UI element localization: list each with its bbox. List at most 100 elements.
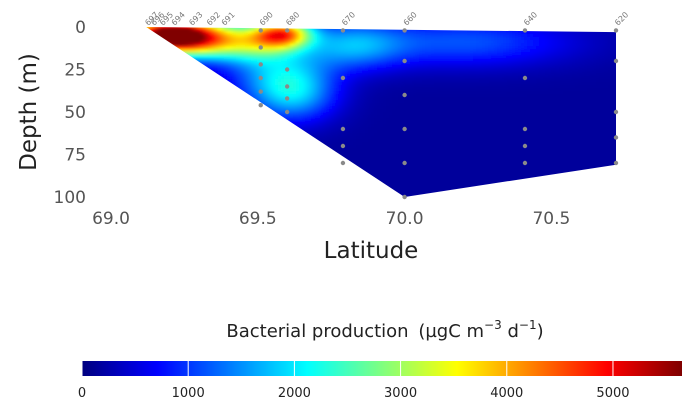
heat-cell: [209, 127, 213, 131]
heat-cell: [155, 112, 159, 116]
heat-cell: [362, 100, 366, 104]
heat-cell: [278, 184, 282, 188]
heat-cell: [356, 130, 360, 134]
heat-cell: [320, 73, 324, 77]
heat-cell: [380, 142, 384, 146]
heat-cell: [161, 112, 165, 116]
heat-cell: [251, 178, 255, 182]
heat-cell: [314, 103, 318, 107]
heat-cell: [227, 160, 231, 164]
heat-cell: [155, 139, 159, 143]
heat-cell: [344, 130, 348, 134]
heat-cell: [230, 130, 234, 134]
heat-cell: [368, 97, 372, 101]
heat-cell: [149, 199, 153, 203]
heat-cell: [269, 64, 273, 68]
heat-cell: [152, 163, 156, 167]
heat-cell: [350, 127, 354, 131]
heat-cell: [254, 124, 258, 128]
heat-cell: [188, 136, 192, 140]
heat-cell: [140, 154, 144, 158]
heat-cell: [278, 157, 282, 161]
heat-cell: [290, 46, 294, 50]
heat-cell: [380, 187, 384, 191]
heat-cell: [338, 142, 342, 146]
heat-cell: [215, 187, 219, 191]
heat-cell: [149, 148, 153, 152]
heat-cell: [203, 85, 207, 89]
heat-cell: [212, 31, 216, 35]
heat-cell: [239, 124, 243, 128]
heat-cell: [302, 82, 306, 86]
heat-cell: [338, 118, 342, 122]
heat-cell: [194, 136, 198, 140]
heat-cell: [296, 85, 300, 89]
heat-cell: [287, 55, 291, 59]
heat-cell: [299, 142, 303, 146]
heat-cell: [347, 64, 351, 68]
heat-cell: [134, 25, 138, 29]
heat-cell: [326, 160, 330, 164]
heat-cell: [137, 115, 141, 119]
heat-cell: [155, 196, 159, 197]
heat-cell: [134, 190, 138, 194]
heat-cell: [170, 130, 174, 134]
heat-cell: [164, 109, 168, 113]
heat-cell: [350, 27, 354, 29]
heat-cell: [206, 118, 210, 122]
heat-cell: [320, 67, 324, 71]
heat-cell: [380, 85, 384, 89]
heat-cell: [347, 145, 351, 149]
heat-cell: [221, 190, 225, 194]
heat-cell: [158, 175, 162, 179]
heat-cell: [371, 97, 375, 101]
heat-cell: [161, 103, 165, 107]
heat-cell: [233, 118, 237, 122]
heat-cell: [254, 121, 258, 125]
heat-cell: [284, 196, 288, 197]
heat-cell: [239, 55, 243, 59]
heat-cell: [254, 106, 258, 110]
heat-cell: [362, 103, 366, 107]
heat-cell: [278, 145, 282, 149]
heat-cell: [197, 118, 201, 122]
heat-cell: [248, 100, 252, 104]
heat-cell: [311, 67, 315, 71]
heat-cell: [347, 43, 351, 47]
heat-cell: [320, 31, 324, 35]
heat-cell: [155, 88, 159, 92]
heat-cell: [320, 100, 324, 104]
heat-cell: [314, 94, 318, 98]
heat-cell: [317, 79, 321, 83]
heat-cell: [380, 40, 384, 44]
heat-cell: [317, 181, 321, 185]
heat-cell: [359, 160, 363, 164]
heat-cell: [266, 199, 270, 203]
heat-cell: [227, 34, 231, 38]
heat-cell: [290, 91, 294, 95]
heat-cell: [239, 67, 243, 71]
heat-cell: [260, 70, 264, 74]
heat-cell: [335, 187, 339, 191]
heat-cell: [206, 199, 210, 203]
heat-cell: [185, 187, 189, 191]
heat-cell: [257, 67, 261, 71]
heat-cell: [236, 145, 240, 149]
heat-cell: [218, 28, 222, 32]
heat-cell: [155, 187, 159, 191]
heat-cell: [329, 184, 333, 188]
heat-cell: [164, 100, 168, 104]
heat-cell: [242, 49, 246, 53]
heat-cell: [344, 49, 348, 53]
heat-cell: [182, 76, 186, 80]
heat-cell: [353, 145, 357, 149]
heat-cell: [152, 160, 156, 164]
heat-cell: [188, 64, 192, 68]
heat-cell: [278, 112, 282, 116]
heat-cell: [185, 67, 189, 71]
heat-cell: [281, 115, 285, 119]
heat-cell: [365, 151, 369, 155]
heat-cell: [317, 184, 321, 188]
heat-cell: [335, 103, 339, 107]
heat-cell: [284, 175, 288, 179]
